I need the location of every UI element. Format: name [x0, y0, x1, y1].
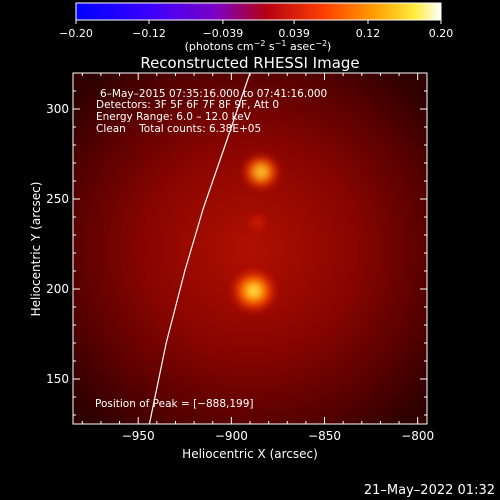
x-axis-label: Heliocentric X (arcsec) — [182, 447, 318, 461]
colorbar-tick-label: −0.20 — [59, 27, 93, 40]
annotation-energy-range: Energy Range: 6.0 – 12.0 keV — [96, 111, 252, 123]
y-tick-label: 300 — [46, 102, 69, 116]
colorbar-ticks: −0.20 −0.12 −0.039 0.039 0.12 0.20 — [59, 20, 453, 40]
colorbar — [76, 3, 441, 20]
colorbar-unit-label: (photons cm−2 s−1 asec−2) — [185, 39, 332, 53]
y-tick-label: 200 — [46, 282, 69, 296]
y-tick-label: 150 — [46, 372, 69, 386]
y-axis-ticks: 150 200 250 300 — [46, 72, 427, 416]
x-tick-label: −850 — [308, 429, 341, 443]
y-tick-label: 250 — [46, 192, 69, 206]
observation-info: 6–May–2015 07:35:16.000 to 07:41:16.000 … — [96, 88, 327, 135]
annotation-counts: Clean Total counts: 6.38E+05 — [96, 123, 261, 135]
y-axis-label: Heliocentric Y (arcsec) — [29, 182, 43, 317]
colorbar-tick-label: 0.039 — [278, 27, 310, 40]
emission-source — [230, 268, 277, 313]
x-axis-ticks: −950 −900 −850 −800 — [81, 73, 434, 443]
emission-source — [242, 154, 281, 190]
x-tick-label: −800 — [401, 429, 434, 443]
chart-title: Reconstructed RHESSI Image — [140, 54, 359, 72]
solar-limb-curve — [148, 73, 251, 424]
colorbar-tick-label: −0.12 — [132, 27, 166, 40]
image-area — [73, 73, 427, 424]
x-tick-label: −900 — [215, 429, 248, 443]
footer-timestamp: 21–May–2022 01:32 — [364, 483, 495, 498]
annotation-detectors: Detectors: 3F 5F 6F 7F 8F 9F, Att 0 — [96, 99, 279, 111]
colorbar-tick-label: 0.20 — [429, 27, 454, 40]
x-tick-label: −950 — [122, 429, 155, 443]
image-background — [73, 73, 427, 424]
colorbar-tick-label: −0.039 — [203, 27, 244, 40]
peak-position-label: Position of Peak = [−888,199] — [95, 398, 254, 410]
colorbar-frame — [75, 2, 442, 21]
colorbar-tick-label: 0.12 — [356, 27, 381, 40]
annotation-time-range: 6–May–2015 07:35:16.000 to 07:41:16.000 — [100, 88, 327, 100]
emission-source — [246, 212, 268, 233]
